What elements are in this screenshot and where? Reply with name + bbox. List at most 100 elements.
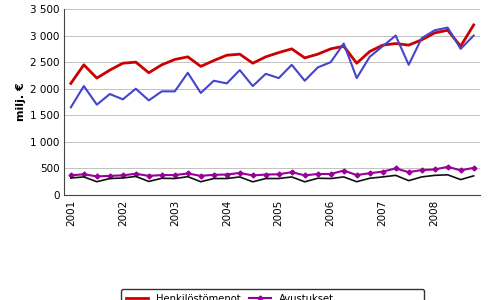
Aineet, tarvikkeet ja tavarat [458,178,464,181]
Henkilöstömenot [445,28,450,32]
Avustukset [315,172,321,176]
Aineet, tarvikkeet ja tavarat [224,177,230,180]
Henkilöstömenot [172,58,178,61]
Avustukset [302,173,308,177]
Palvelujen ostot [211,79,217,83]
Line: Henkilöstömenot: Henkilöstömenot [71,25,474,83]
Palvelujen ostot [94,103,100,106]
Palvelujen ostot [289,63,295,67]
Henkilöstömenot [458,44,464,48]
Henkilöstömenot [107,68,113,72]
Henkilöstömenot [367,50,373,53]
Palvelujen ostot [146,99,152,102]
Palvelujen ostot [198,91,204,95]
Henkilöstömenot [159,63,165,67]
Henkilöstömenot [406,43,412,47]
Avustukset [471,166,477,170]
Aineet, tarvikkeet ja tavarat [471,174,477,178]
Aineet, tarvikkeet ja tavarat [68,176,74,180]
Henkilöstömenot [471,23,477,27]
Aineet, tarvikkeet ja tavarat [198,180,204,184]
Avustukset [237,171,243,175]
Aineet, tarvikkeet ja tavarat [146,180,152,183]
Palvelujen ostot [354,76,360,80]
Avustukset [107,174,113,178]
Aineet, tarvikkeet ja tavarat [94,180,100,184]
Henkilöstömenot [276,51,282,54]
Avustukset [159,173,165,177]
Palvelujen ostot [68,106,74,109]
Henkilöstömenot [185,55,191,58]
Avustukset [133,172,139,175]
Palvelujen ostot [367,55,373,58]
Avustukset [250,174,256,177]
Line: Palvelujen ostot: Palvelujen ostot [71,28,474,107]
Palvelujen ostot [328,60,334,64]
Avustukset [224,173,230,176]
Aineet, tarvikkeet ja tavarat [211,177,217,180]
Henkilöstömenot [289,47,295,51]
Avustukset [419,168,425,172]
Aineet, tarvikkeet ja tavarat [120,176,126,180]
Aineet, tarvikkeet ja tavarat [263,177,269,180]
Avustukset [445,165,450,169]
Avustukset [94,175,100,178]
Aineet, tarvikkeet ja tavarat [354,180,360,184]
Henkilöstömenot [419,38,425,42]
Henkilöstömenot [263,55,269,58]
Palvelujen ostot [263,72,269,76]
Henkilöstömenot [94,76,100,80]
Henkilöstömenot [354,61,360,65]
Palvelujen ostot [419,36,425,40]
Palvelujen ostot [471,34,477,38]
Aineet, tarvikkeet ja tavarat [81,175,87,179]
Palvelujen ostot [107,92,113,96]
Aineet, tarvikkeet ja tavarat [107,177,113,180]
Palvelujen ostot [458,47,464,51]
Aineet, tarvikkeet ja tavarat [237,175,243,179]
Aineet, tarvikkeet ja tavarat [185,175,191,178]
Aineet, tarvikkeet ja tavarat [250,180,256,184]
Legend: Henkilöstömenot, Palvelujen ostot, Avustukset, Aineet, tarvikkeet ja tavarat: Henkilöstömenot, Palvelujen ostot, Avust… [121,289,424,300]
Palvelujen ostot [120,98,126,101]
Palvelujen ostot [393,34,398,38]
Palvelujen ostot [302,79,308,83]
Avustukset [328,172,334,176]
Aineet, tarvikkeet ja tavarat [406,179,412,182]
Avustukset [81,172,87,176]
Avustukset [289,170,295,174]
Henkilöstömenot [68,82,74,85]
Henkilöstömenot [432,31,438,35]
Palvelujen ostot [159,90,165,93]
Aineet, tarvikkeet ja tavarat [133,175,139,178]
Henkilöstömenot [250,61,256,65]
Aineet, tarvikkeet ja tavarat [328,177,334,180]
Aineet, tarvikkeet ja tavarat [276,177,282,180]
Henkilöstömenot [315,52,321,56]
Avustukset [406,170,412,174]
Aineet, tarvikkeet ja tavarat [289,175,295,179]
Aineet, tarvikkeet ja tavarat [445,173,450,177]
Avustukset [120,173,126,177]
Palvelujen ostot [341,42,346,45]
Palvelujen ostot [133,87,139,91]
Palvelujen ostot [81,84,87,88]
Avustukset [185,172,191,175]
Henkilöstömenot [328,47,334,51]
Palvelujen ostot [185,71,191,75]
Henkilöstömenot [198,64,204,68]
Avustukset [68,173,74,177]
Palvelujen ostot [315,66,321,69]
Palvelujen ostot [172,90,178,93]
Avustukset [367,171,373,175]
Avustukset [263,173,269,176]
Palvelujen ostot [406,63,412,67]
Avustukset [211,173,217,177]
Aineet, tarvikkeet ja tavarat [367,176,373,180]
Henkilöstömenot [146,71,152,75]
Avustukset [393,167,398,170]
Henkilöstömenot [120,61,126,65]
Henkilöstömenot [393,42,398,45]
Avustukset [172,173,178,177]
Aineet, tarvikkeet ja tavarat [432,173,438,177]
